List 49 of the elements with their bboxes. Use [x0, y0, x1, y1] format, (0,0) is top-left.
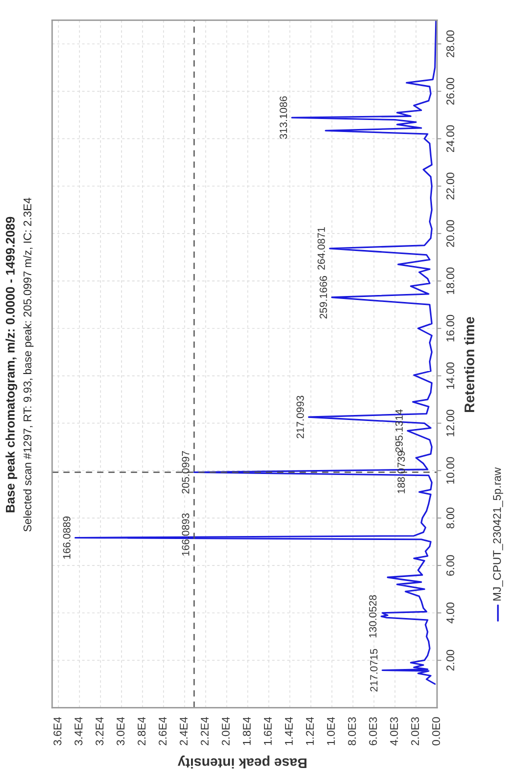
annotation: 205.0997	[182, 451, 190, 494]
x-tick-label: 1.4E4	[285, 717, 293, 745]
x-tick-label: 2.0E3	[411, 717, 419, 746]
y-tick-label: 16.00	[446, 314, 454, 342]
annotation: 188.0739	[397, 451, 405, 494]
y-tick-label: 14.00	[446, 362, 454, 389]
y-tick-label: 18.00	[446, 267, 454, 294]
x-tick-label: 2.0E4	[222, 717, 230, 746]
y-tick-label: 10.00	[446, 457, 454, 484]
x-tick-label: 1.6E4	[264, 717, 272, 745]
text: Base peak chromatogram, m/z: 0.0000 - 1499.2089	[6, 216, 18, 512]
y-tick-label: 6.00	[446, 555, 454, 576]
y-tick-label: 20.00	[446, 220, 454, 247]
annotation: 166.0893	[182, 513, 190, 556]
annotation: 217.0715	[370, 648, 378, 692]
y-tick-label: 4.00	[446, 602, 454, 624]
x-tick-label: 3.6E4	[54, 717, 62, 746]
x-tick-label: 1.0E4	[326, 717, 335, 745]
x-tick-label: 2.8E4	[138, 717, 146, 746]
x-tick-label: 1.2E4	[306, 717, 314, 745]
annotation: 130.0528	[369, 595, 376, 638]
y-tick-label: 8.00	[446, 508, 454, 528]
text: MJ_CPUT_230421_5p.raw	[493, 467, 504, 600]
x-tick-label: 8.0E3	[348, 717, 356, 746]
y-tick-label: 26.00	[446, 78, 454, 105]
y-tick-label: 24.00	[446, 125, 454, 152]
x-tick-label: 2.2E4	[200, 717, 209, 746]
x-tick-label: 2.4E4	[180, 717, 188, 746]
y-tick-label: 12.00	[446, 410, 454, 436]
x-tick-label: 2.6E4	[158, 717, 167, 746]
x-tick-label: 0.0E0	[432, 717, 440, 746]
x-tick-label: 6.0E3	[369, 717, 377, 746]
text: Selected scan #1297, RT: 9.93, base peak: 205.0997 m/z, IC: 2.3E4	[23, 198, 34, 532]
y-tick-label: 22.00	[446, 172, 454, 200]
annotation: 166.0889	[63, 516, 70, 559]
x-tick-label: 3.4E4	[74, 717, 82, 746]
y-axis-title: Retention time	[464, 316, 474, 412]
x-axis-title: Base peak intensity	[178, 756, 306, 769]
annotation: 295.1314	[395, 409, 403, 452]
y-tick-label: 2.00	[446, 650, 454, 671]
annotation: 313.1086	[280, 96, 288, 139]
x-tick-label: 4.0E3	[390, 717, 398, 746]
x-tick-label: 1.8E4	[242, 717, 251, 745]
x-tick-label: 3.2E4	[96, 717, 104, 746]
y-tick-label: 28.00	[446, 30, 454, 58]
annotation: 259.1666	[320, 276, 328, 319]
annotation: 264.0871	[318, 227, 325, 270]
x-tick-label: 3.0E4	[116, 717, 125, 746]
annotation: 217.0993	[296, 396, 304, 438]
